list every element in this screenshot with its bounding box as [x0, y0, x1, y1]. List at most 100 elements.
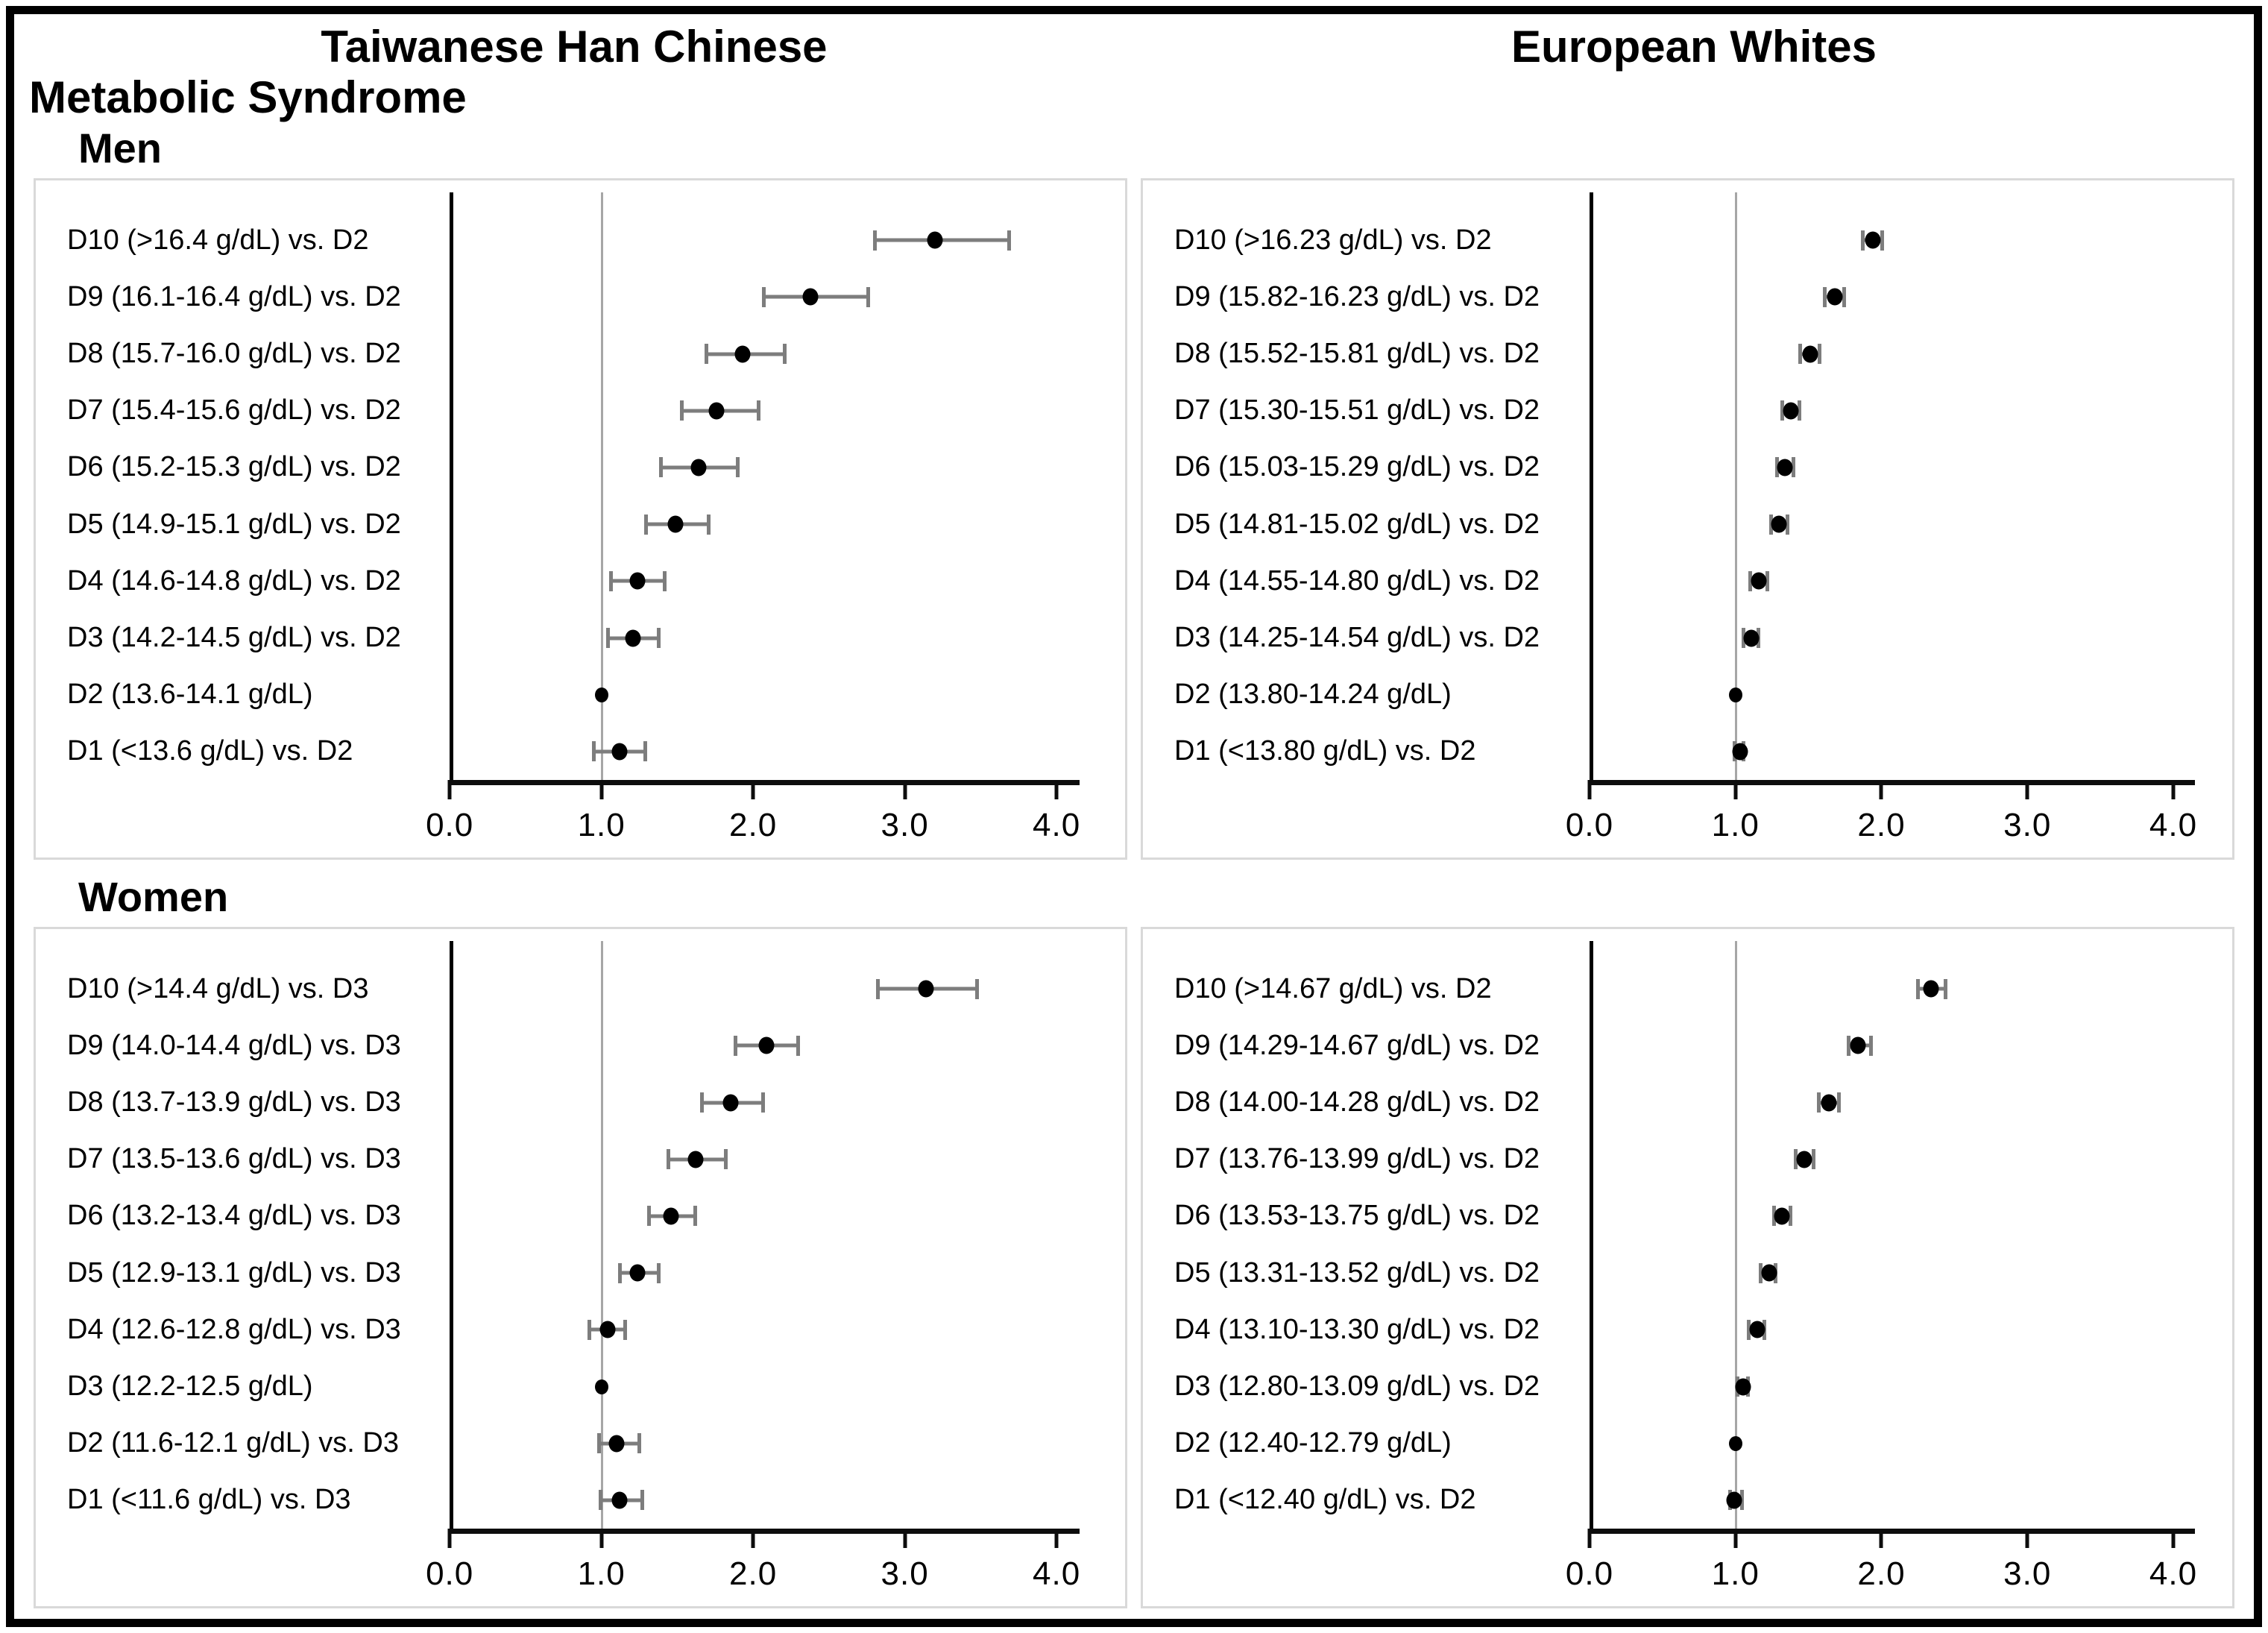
- figure-frame: Taiwanese Han Chinese European Whites Me…: [6, 6, 2262, 1627]
- x-axis-area: 0.0 1.0 2.0 3.0 4.0: [426, 780, 1080, 858]
- point-marker: [1751, 572, 1767, 590]
- error-bar-cap-left: [699, 1092, 704, 1113]
- row-label: D7 (13.5-13.6 g/dL) vs. D3: [67, 1143, 401, 1175]
- error-bar-cap-right: [637, 1433, 641, 1454]
- error-bar-cap-left: [875, 978, 880, 999]
- error-bar-cap-right: [1797, 400, 1801, 421]
- error-bar-cap-left: [1774, 457, 1779, 478]
- error-bar-cap-right: [1812, 1149, 1816, 1170]
- row-label: D1 (<12.40 g/dL) vs. D2: [1174, 1484, 1476, 1516]
- row-label: D6 (15.2-15.3 g/dL) vs. D2: [67, 451, 401, 483]
- axis-tick: [903, 1529, 907, 1548]
- x-axis: [1590, 1529, 2196, 1534]
- forest-row: D8 (15.52-15.81 g/dL) vs. D2: [1143, 325, 2232, 382]
- error-bar-cap-right: [1789, 1206, 1793, 1227]
- row-plot: [1590, 1074, 2195, 1130]
- row-plot: [1590, 439, 2195, 496]
- row-label: D7 (13.76-13.99 g/dL) vs. D2: [1174, 1143, 1540, 1175]
- axis-tick: [1054, 780, 1059, 799]
- section-header-men: Men: [78, 125, 162, 172]
- row-label: D7 (15.30-15.51 g/dL) vs. D2: [1174, 394, 1540, 427]
- figure-title: Metabolic Syndrome: [29, 72, 467, 122]
- error-bar-cap-right: [1786, 514, 1790, 535]
- point-marker: [1771, 515, 1787, 533]
- axis-tick: [1879, 1529, 1883, 1548]
- axis-tick-label: 1.0: [1711, 807, 1760, 843]
- row-label: D9 (16.1-16.4 g/dL) vs. D2: [67, 280, 401, 312]
- axis-tick-label: 4.0: [1033, 1555, 1081, 1592]
- axis-tick-label: 2.0: [729, 1555, 778, 1592]
- row-plot: [1590, 268, 2195, 325]
- axis-tick-label: 2.0: [1857, 807, 1906, 843]
- point-marker: [608, 1435, 625, 1453]
- row-plot: [450, 383, 1079, 439]
- point-marker: [690, 459, 707, 476]
- error-bar-cap-left: [588, 1319, 592, 1340]
- point-marker: [1728, 1435, 1742, 1451]
- forest-panel-men-european: D10 (>16.23 g/dL) vs. D2 D9 (15.82-16.23 …: [1141, 178, 2234, 860]
- point-marker: [1732, 743, 1748, 761]
- point-marker: [1796, 1151, 1812, 1168]
- row-plot: [1590, 1017, 2195, 1074]
- forest-panel-women-european: D10 (>14.67 g/dL) vs. D2 D9 (14.29-14.67 …: [1141, 927, 2234, 1608]
- point-marker: [1735, 1378, 1751, 1396]
- row-plot: [450, 553, 1079, 609]
- forest-row: D2 (12.40-12.79 g/dL): [1143, 1415, 2232, 1472]
- axis-tick: [751, 1529, 755, 1548]
- row-plot: [450, 1301, 1079, 1358]
- plot-rows: D10 (>14.4 g/dL) vs. D3 D9 (14.0-14.4 g/d…: [36, 941, 1125, 1529]
- point-marker: [599, 1321, 616, 1338]
- forest-panel-women-taiwanese: D10 (>14.4 g/dL) vs. D3 D9 (14.0-14.4 g/d…: [34, 927, 1127, 1608]
- axis-tick-label: 0.0: [426, 1555, 474, 1592]
- row-label: D3 (12.2-12.5 g/dL): [67, 1371, 313, 1403]
- point-marker: [708, 402, 725, 420]
- error-bar-cap-right: [1740, 1490, 1745, 1511]
- row-plot: [1590, 1188, 2195, 1245]
- forest-row: D6 (15.03-15.29 g/dL) vs. D2: [1143, 439, 2232, 496]
- row-label: D5 (13.31-13.52 g/dL) vs. D2: [1174, 1256, 1540, 1289]
- axis-tick-label: 3.0: [2003, 807, 2052, 843]
- error-bar-cap-left: [1759, 1262, 1763, 1283]
- row-label: D2 (12.40-12.79 g/dL): [1174, 1427, 1452, 1459]
- axis-tick: [1587, 1529, 1592, 1548]
- row-label: D6 (13.2-13.4 g/dL) vs. D3: [67, 1200, 401, 1232]
- panel-row-men: D10 (>16.4 g/dL) vs. D2 D9 (16.1-16.4 g/d…: [14, 172, 2254, 870]
- error-bar-cap-left: [646, 1206, 651, 1227]
- error-bar-cap-left: [643, 514, 648, 535]
- forest-row: D10 (>16.23 g/dL) vs. D2: [1143, 212, 2232, 268]
- forest-row: D7 (15.4-15.6 g/dL) vs. D2: [36, 383, 1125, 439]
- axis-tick-label: 3.0: [881, 1555, 929, 1592]
- axis-tick: [2025, 1529, 2029, 1548]
- row-plot: [450, 1131, 1079, 1188]
- error-bar-cap-left: [1748, 570, 1753, 591]
- panel-row-women: D10 (>14.4 g/dL) vs. D3 D9 (14.0-14.4 g/d…: [14, 921, 2254, 1619]
- point-marker: [918, 980, 934, 998]
- point-marker: [1774, 1207, 1790, 1225]
- error-bar-cap-right: [1842, 286, 1847, 307]
- error-bar-cap-left: [605, 628, 610, 649]
- axis-tick-label: 2.0: [729, 807, 778, 843]
- row-label: D1 (<11.6 g/dL) vs. D3: [67, 1484, 351, 1516]
- point-marker: [663, 1207, 679, 1225]
- forest-row: D1 (<11.6 g/dL) vs. D3: [36, 1472, 1125, 1529]
- forest-row: D2 (13.80-14.24 g/dL): [1143, 667, 2232, 723]
- column-header-taiwanese-han-chinese: Taiwanese Han Chinese: [321, 22, 828, 72]
- error-bar-cap-left: [667, 1149, 671, 1170]
- forest-row: D10 (>14.4 g/dL) vs. D3: [36, 960, 1125, 1017]
- row-plot: [1590, 383, 2195, 439]
- row-label: D4 (12.6-12.8 g/dL) vs. D3: [67, 1313, 401, 1345]
- error-bar-cap-left: [1741, 628, 1745, 649]
- point-marker: [1923, 980, 1939, 998]
- error-bar-cap-right: [1868, 1035, 1873, 1056]
- row-plot: [450, 1472, 1079, 1529]
- error-bar-cap-left: [762, 286, 766, 307]
- error-bar-cap-right: [623, 1319, 628, 1340]
- row-label: D9 (14.29-14.67 g/dL) vs. D2: [1174, 1029, 1540, 1061]
- error-bar-cap-right: [1007, 230, 1012, 251]
- point-marker: [594, 687, 608, 702]
- error-bar-cap-left: [1817, 1092, 1821, 1113]
- row-label: D4 (14.55-14.80 g/dL) vs. D2: [1174, 564, 1540, 597]
- axis-tick-label: 1.0: [1711, 1555, 1760, 1592]
- point-marker: [1827, 288, 1843, 306]
- row-plot: [1590, 1415, 2195, 1472]
